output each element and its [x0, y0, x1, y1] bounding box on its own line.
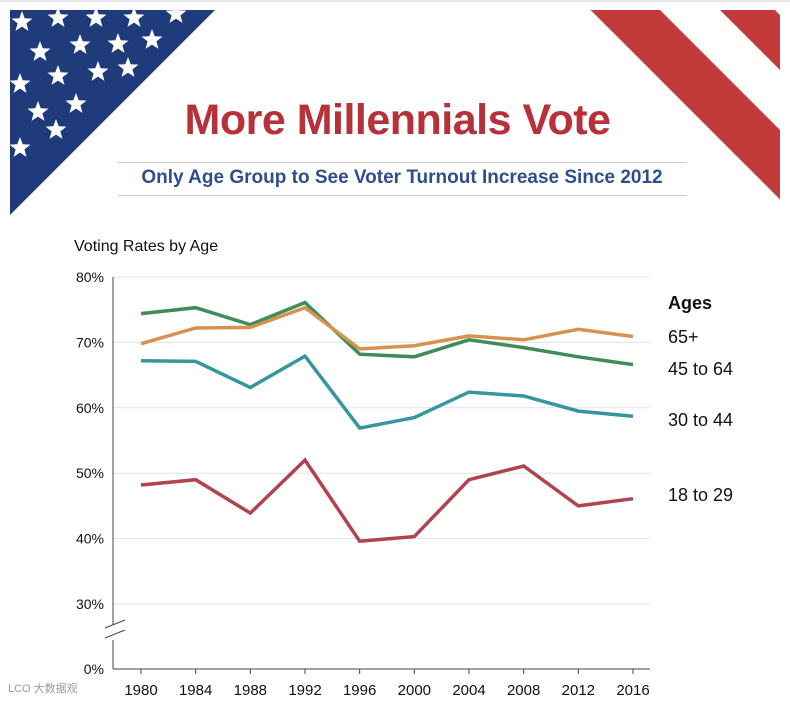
y-tick-label: 80%: [76, 269, 104, 285]
star-12: [87, 61, 109, 81]
flag-stripes-decoration: [589, 9, 781, 201]
star-3: [85, 7, 107, 27]
star-10: [9, 73, 31, 93]
flag-stars-decoration: [9, 3, 215, 215]
y-tick-label: 30%: [76, 596, 104, 612]
axis-break-mark-1: [104, 619, 126, 629]
page-title: More Millennials Vote: [184, 96, 611, 144]
star-11: [47, 65, 69, 85]
star-14: [27, 101, 49, 121]
x-tick-label: 2000: [398, 682, 431, 699]
y-tick-label: 60%: [76, 400, 104, 416]
series-label-18-to-29: 18 to 29: [668, 485, 734, 505]
subtitle-box: Only Age Group to See Voter Turnout Incr…: [118, 162, 686, 196]
x-tick-labels: 1980 1984 1988 1992 1996 2000 2004 2008 2012 2016: [124, 682, 649, 699]
stars-group: [9, 3, 187, 157]
series-label-45-to-64: 45 to 64: [668, 359, 734, 379]
star-2: [47, 7, 69, 27]
page-subtitle: Only Age Group to See Voter Turnout Incr…: [141, 167, 663, 188]
star-18: [45, 119, 67, 139]
y-tick-label: 40%: [76, 531, 104, 547]
flag-blue-field: [10, 10, 215, 215]
x-tick-label: 1996: [343, 682, 376, 699]
watermark: LCO 大数据观: [8, 683, 78, 695]
y-tick-label: 0%: [84, 661, 104, 677]
star-15: [65, 93, 87, 113]
star-13: [117, 57, 139, 77]
series-label-30-to-44: 30 to 44: [668, 410, 734, 430]
y-tick-label: 70%: [76, 334, 104, 350]
x-tick-label: 2012: [562, 682, 595, 699]
series-line-65: [140, 305, 634, 351]
series-lines: [140, 300, 634, 544]
star-8: [107, 33, 129, 53]
axis-break-mark-2: [104, 629, 126, 639]
series-label-65-plus: 65+: [668, 327, 699, 347]
star-17: [9, 137, 31, 157]
star-6: [29, 41, 51, 61]
star-7: [69, 34, 91, 54]
star-1: [11, 11, 33, 31]
star-5: [165, 3, 187, 23]
chart-label: Voting Rates by Age: [74, 238, 219, 255]
x-tick-label: 2016: [616, 682, 649, 699]
legend-title: Ages: [668, 293, 713, 313]
star-4: [123, 7, 145, 27]
axes: [104, 277, 650, 674]
series-line-45-to-64: [140, 300, 634, 367]
flag-edge: [589, 9, 781, 201]
series-line-18-to-29: [140, 457, 634, 544]
x-tick-label: 1988: [234, 682, 267, 699]
x-tick-label: 1984: [179, 682, 212, 699]
y-tick-label: 50%: [76, 465, 104, 481]
x-tick-label: 1980: [124, 682, 157, 699]
star-9: [141, 29, 163, 49]
gridlines: [113, 276, 650, 670]
x-tick-label: 2008: [507, 682, 540, 699]
stripe-red-2: [720, 10, 780, 70]
x-tick-label: 2004: [452, 682, 485, 699]
series-line-30-to-44: [140, 353, 634, 431]
x-tick-label: 1992: [288, 682, 321, 699]
y-tick-labels: 0% 30% 40% 50% 60% 70% 80%: [76, 269, 104, 677]
